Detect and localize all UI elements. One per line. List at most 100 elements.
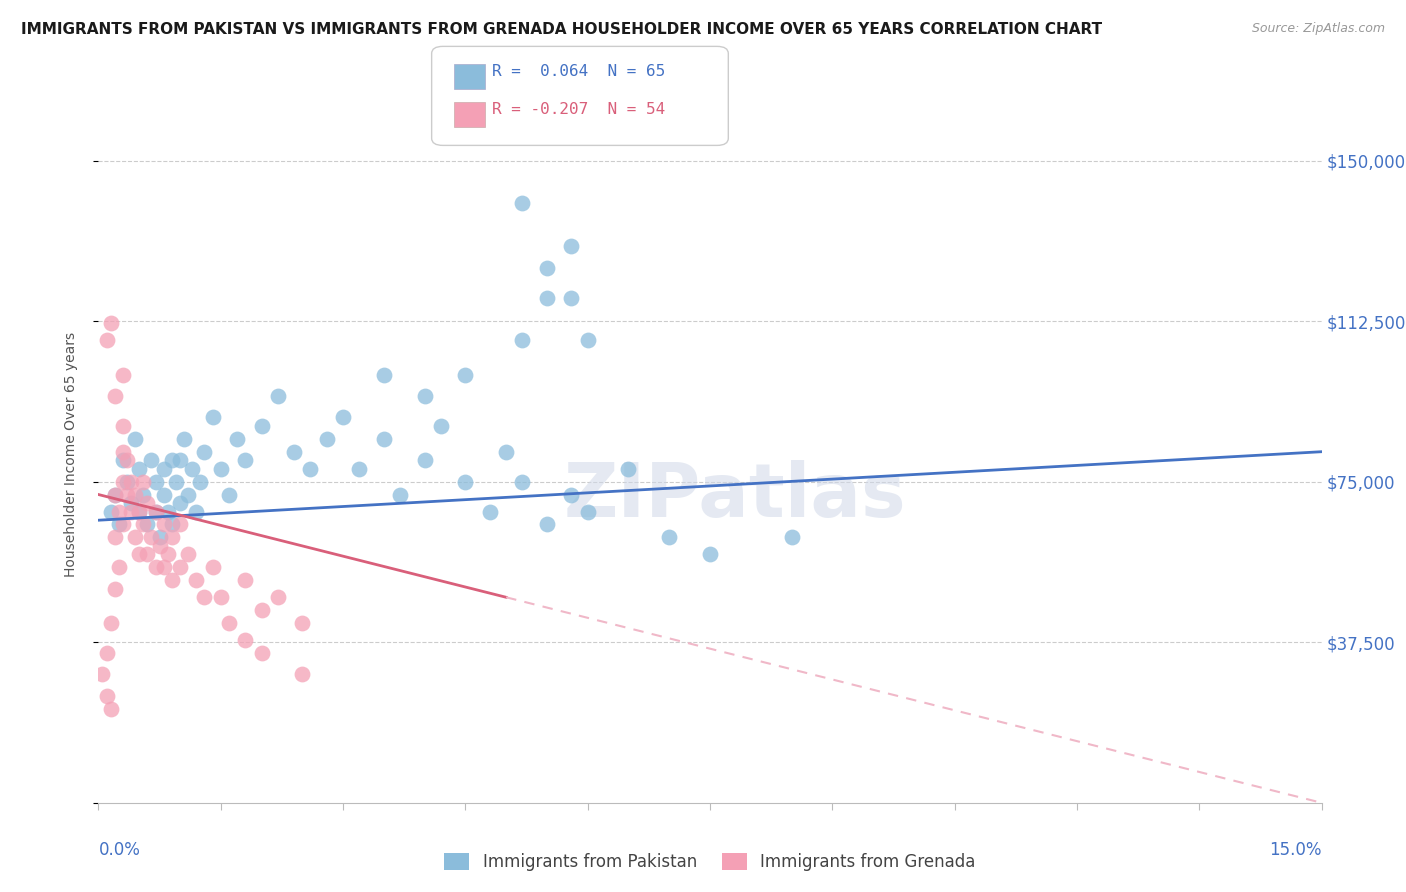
Y-axis label: Householder Income Over 65 years: Householder Income Over 65 years (63, 333, 77, 577)
Point (160, 453, 183, 467)
Legend: Immigrants from Pakistan, Immigrants from Grenada: Immigrants from Pakistan, Immigrants fro… (437, 847, 983, 878)
Point (283, 444, 305, 458)
Point (145, 505, 167, 519)
Point (267, 591, 290, 605)
Point (413, 453, 436, 467)
Point (617, 462, 640, 476)
Point (128, 548, 150, 562)
Point (201, 410, 224, 425)
Point (560, 487, 582, 501)
Point (108, 505, 131, 519)
Point (111, 419, 134, 434)
Point (128, 505, 150, 519)
Point (91, 667, 114, 681)
Point (104, 530, 127, 544)
Point (250, 419, 273, 434)
Point (536, 291, 558, 305)
Point (104, 582, 127, 596)
Point (160, 530, 183, 544)
Point (495, 444, 517, 458)
Point (100, 316, 122, 330)
Point (536, 260, 558, 275)
Point (136, 496, 159, 510)
Point (169, 560, 191, 574)
Point (141, 453, 163, 467)
Point (291, 667, 314, 681)
Point (104, 487, 127, 501)
Point (111, 475, 134, 489)
Point (141, 530, 163, 544)
Point (124, 432, 146, 446)
Point (120, 505, 142, 519)
Point (233, 453, 256, 467)
Text: R =  0.064  N = 65: R = 0.064 N = 65 (492, 64, 665, 79)
Point (250, 646, 273, 660)
Point (108, 517, 131, 532)
Point (349, 462, 371, 476)
Point (186, 505, 208, 519)
Point (209, 462, 232, 476)
Point (156, 548, 179, 562)
Point (149, 539, 172, 553)
Point (209, 591, 232, 605)
Point (152, 560, 174, 574)
Point (128, 462, 150, 476)
Point (699, 548, 721, 562)
Point (413, 389, 436, 403)
Point (576, 334, 599, 348)
Point (156, 505, 179, 519)
Point (111, 517, 134, 532)
Point (169, 496, 191, 510)
Point (111, 444, 134, 458)
Point (104, 389, 127, 403)
Point (226, 432, 249, 446)
Point (188, 475, 212, 489)
Point (120, 475, 142, 489)
Point (108, 560, 131, 574)
Point (560, 239, 582, 253)
Point (160, 517, 183, 532)
Point (177, 487, 200, 501)
Text: IMMIGRANTS FROM PAKISTAN VS IMMIGRANTS FROM GRENADA HOUSEHOLDER INCOME OVER 65 Y: IMMIGRANTS FROM PAKISTAN VS IMMIGRANTS F… (21, 22, 1102, 37)
Point (512, 334, 534, 348)
Point (576, 505, 599, 519)
Point (177, 548, 200, 562)
Point (389, 487, 412, 501)
Point (115, 487, 138, 501)
Point (181, 462, 204, 476)
Point (373, 368, 395, 382)
Point (160, 573, 183, 587)
Point (136, 548, 159, 562)
Point (165, 475, 187, 489)
Point (454, 475, 477, 489)
Point (111, 368, 134, 382)
Point (169, 453, 191, 467)
Point (218, 487, 240, 501)
Text: 15.0%: 15.0% (1270, 841, 1322, 859)
Point (152, 487, 174, 501)
Point (250, 603, 273, 617)
Point (267, 389, 290, 403)
Point (233, 633, 256, 648)
Point (145, 560, 167, 574)
Point (169, 517, 191, 532)
Point (132, 475, 155, 489)
Point (96, 646, 118, 660)
Point (136, 517, 159, 532)
Point (145, 505, 167, 519)
Point (780, 530, 803, 544)
Point (115, 453, 138, 467)
Point (104, 487, 127, 501)
Point (100, 615, 122, 630)
Point (96, 689, 118, 703)
Point (132, 517, 155, 532)
Text: R = -0.207  N = 54: R = -0.207 N = 54 (492, 102, 665, 117)
Point (373, 432, 395, 446)
Point (430, 419, 453, 434)
Point (100, 505, 122, 519)
Point (173, 432, 195, 446)
Point (111, 453, 134, 467)
Point (454, 368, 477, 382)
Point (218, 615, 240, 630)
Point (124, 530, 146, 544)
